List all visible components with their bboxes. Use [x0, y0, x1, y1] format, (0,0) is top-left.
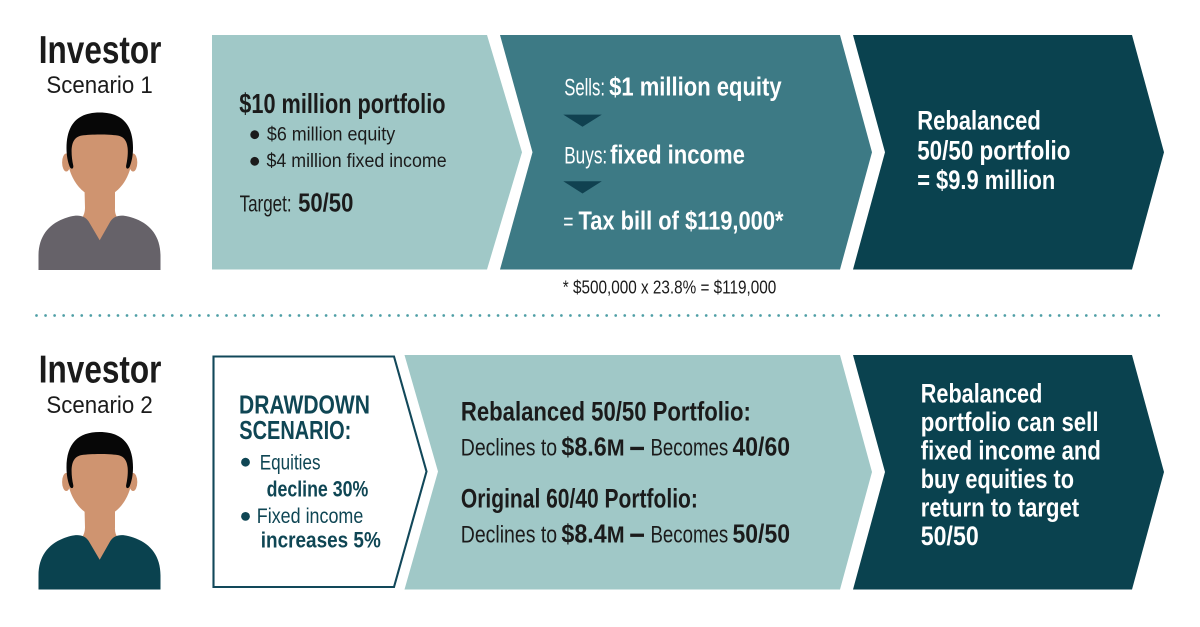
svg-text:Buys:: Buys: — [564, 143, 607, 170]
svg-text:Scenario 2: Scenario 2 — [46, 392, 152, 419]
svg-text:fixed income: fixed income — [610, 142, 745, 170]
svg-text:Sells:: Sells: — [564, 75, 605, 102]
svg-text:50/50: 50/50 — [733, 520, 791, 548]
svg-text:increases 5%: increases 5% — [261, 528, 381, 553]
svg-text:$6 million equity: $6 million equity — [267, 123, 396, 145]
svg-text:* $500,000 x 23.8% = $119,000: * $500,000 x 23.8% = $119,000 — [563, 278, 777, 298]
svg-text:Rebalanced: Rebalanced — [921, 379, 1042, 409]
svg-text:Original 60/40 Portfolio:: Original 60/40 Portfolio: — [461, 483, 698, 513]
svg-text:40/60: 40/60 — [733, 434, 791, 462]
svg-text:50/50: 50/50 — [921, 521, 979, 551]
svg-text:decline 30%: decline 30% — [267, 476, 369, 501]
svg-text:50/50 portfolio: 50/50 portfolio — [917, 135, 1070, 165]
svg-text:return to target: return to target — [921, 493, 1079, 523]
svg-text:portfolio can sell: portfolio can sell — [921, 407, 1099, 437]
svg-text:buy equities to: buy equities to — [921, 464, 1074, 494]
svg-text:$1 million equity: $1 million equity — [609, 74, 782, 102]
svg-text:Equities: Equities — [260, 452, 321, 475]
svg-text:fixed income and: fixed income and — [921, 436, 1101, 466]
svg-text:$8.4M: $8.4M — [561, 520, 624, 548]
svg-text:=: = — [563, 209, 573, 236]
svg-text:50/50: 50/50 — [298, 188, 353, 218]
svg-text:Rebalanced 50/50 Portfolio:: Rebalanced 50/50 Portfolio: — [461, 397, 751, 427]
svg-text:Declines to: Declines to — [461, 435, 557, 462]
svg-text:Scenario 1: Scenario 1 — [46, 72, 152, 99]
svg-text:Tax bill of $119,000*: Tax bill of $119,000* — [579, 208, 784, 236]
svg-text:Rebalanced: Rebalanced — [917, 106, 1041, 136]
svg-text:Becomes: Becomes — [651, 521, 729, 548]
svg-text:Declines to: Declines to — [461, 521, 557, 548]
svg-text:Becomes: Becomes — [651, 435, 729, 462]
svg-text:$10 million portfolio: $10 million portfolio — [239, 88, 445, 119]
svg-text:$8.6M: $8.6M — [561, 434, 624, 462]
svg-text:Investor: Investor — [39, 349, 162, 392]
svg-text:Target:: Target: — [240, 191, 292, 217]
svg-text:DRAWDOWN: DRAWDOWN — [239, 389, 370, 419]
svg-text:SCENARIO:: SCENARIO: — [239, 415, 351, 445]
svg-text:= $9.9 million: = $9.9 million — [917, 165, 1055, 195]
svg-text:Investor: Investor — [39, 29, 162, 72]
svg-text:$4 million fixed income: $4 million fixed income — [267, 150, 447, 172]
svg-text:Fixed income: Fixed income — [257, 505, 364, 528]
